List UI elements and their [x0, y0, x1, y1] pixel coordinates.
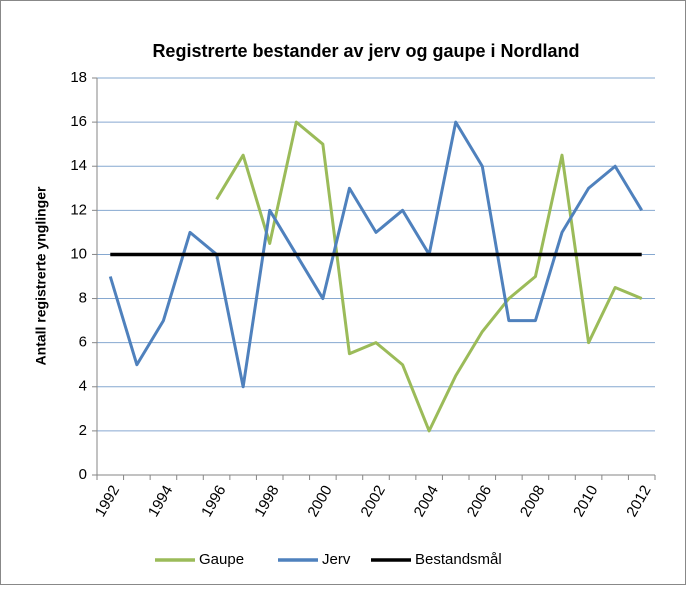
y-tick-label: 0 [79, 466, 87, 483]
y-tick-label: 14 [70, 157, 87, 174]
y-tick-label: 2 [79, 422, 87, 439]
y-tick-label: 6 [79, 334, 87, 351]
y-tick-label: 10 [70, 245, 87, 262]
y-tick-label: 12 [70, 201, 87, 218]
y-tick-label: 4 [79, 378, 87, 395]
legend-label: Jerv [322, 551, 351, 568]
y-axis-label: Antall registrerte ynglinger [33, 186, 49, 365]
y-tick-label: 18 [70, 69, 87, 86]
legend-label: Bestandsmål [415, 551, 502, 568]
legend-label: Gaupe [199, 551, 244, 568]
chart-title: Registrerte bestander av jerv og gaupe i… [152, 41, 579, 61]
y-tick-label: 16 [70, 113, 87, 130]
y-tick-label: 8 [79, 290, 87, 307]
series-line [108, 120, 643, 389]
